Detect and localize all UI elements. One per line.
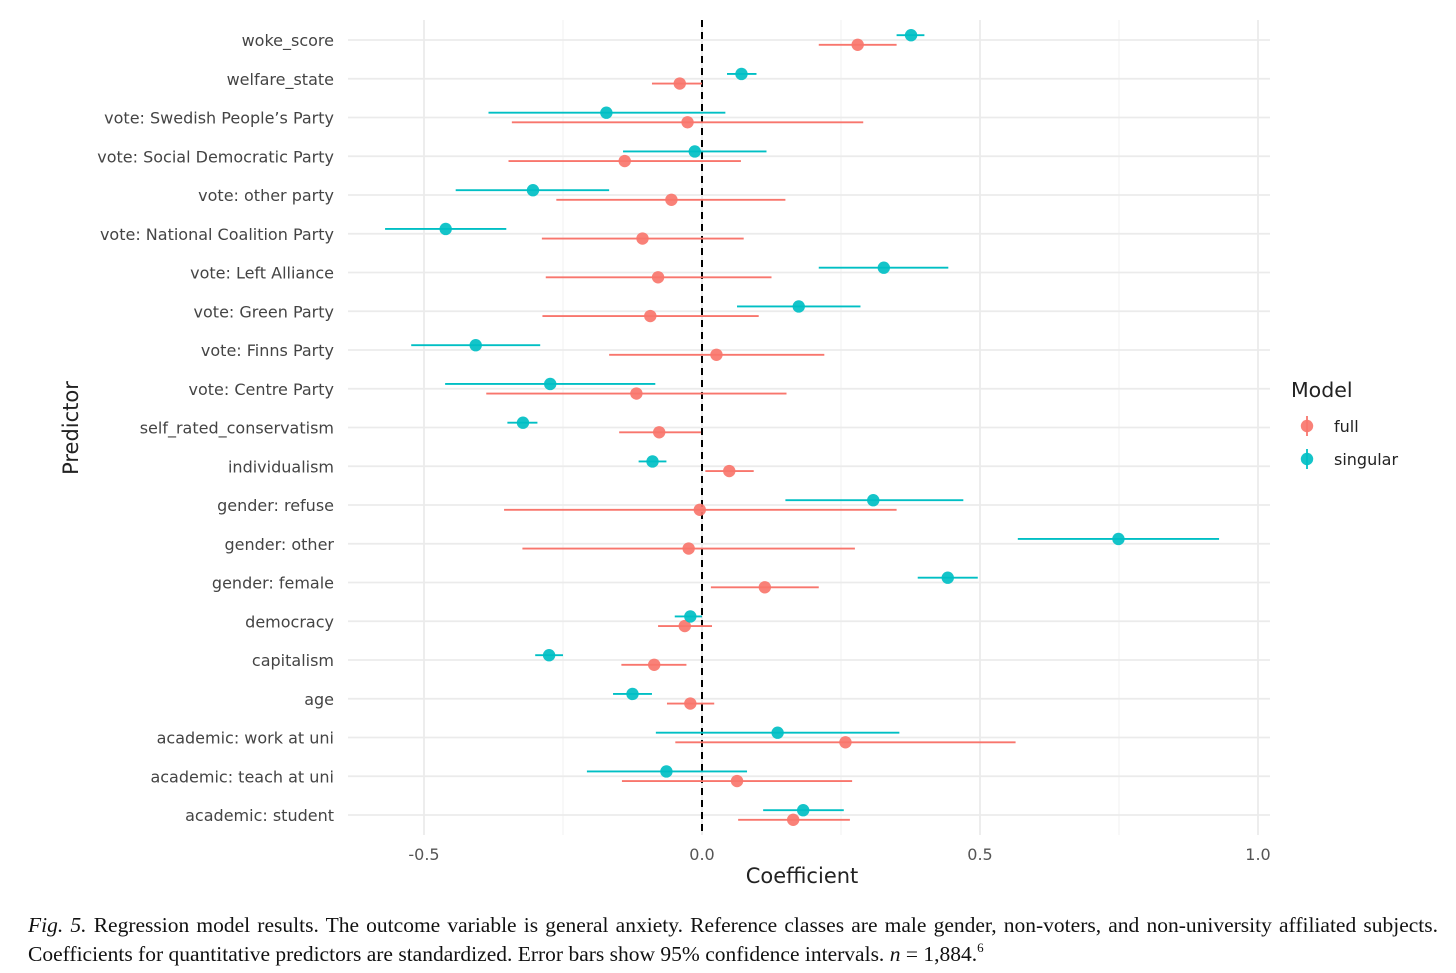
major-gridlines [348, 20, 1270, 835]
x-tick-label: 0.5 [967, 845, 992, 864]
point-singular [684, 610, 697, 623]
point-singular [516, 416, 530, 429]
point-singular [688, 145, 701, 158]
y-tick-label: vote: other party [198, 186, 334, 205]
point-full [693, 503, 706, 516]
point-full [665, 193, 678, 206]
point-singular [771, 726, 784, 739]
legend-keys: full singular [1300, 416, 1398, 469]
point-full [678, 619, 691, 633]
sample-size-value: = 1,884. [905, 942, 978, 966]
x-tick-label: -0.5 [408, 845, 439, 864]
y-tick-label: academic: student [185, 806, 334, 825]
legend-title: Model [1291, 378, 1353, 402]
point-singular [600, 106, 613, 119]
y-tick-label: self_rated_conservatism [140, 419, 334, 439]
point-full [682, 542, 695, 555]
y-tick-label: vote: Left Alliance [190, 264, 334, 283]
point-full [851, 38, 864, 51]
y-tick-label: democracy [245, 612, 334, 631]
point-full [839, 736, 852, 749]
point-full [786, 813, 800, 826]
y-axis-title: Predictor [59, 381, 83, 475]
point-full [673, 77, 686, 90]
y-tick-label: gender: other [224, 535, 334, 554]
point-full [644, 309, 657, 323]
y-tick-label: academic: work at uni [157, 729, 334, 748]
point-full [630, 387, 643, 400]
point-singular [626, 687, 639, 701]
y-tick-label: vote: Centre Party [189, 380, 335, 399]
x-tick-label: 0.0 [689, 845, 714, 864]
y-tick-label: vote: Green Party [194, 302, 334, 321]
x-tick-label: 1.0 [1245, 845, 1270, 864]
point-full [647, 658, 661, 671]
sample-size-symbol: n [889, 942, 901, 966]
point-singular [1112, 532, 1125, 546]
point-singular [526, 184, 540, 197]
point-full [636, 232, 649, 245]
y-tick-label: age [304, 690, 334, 709]
y-tick-label: individualism [228, 457, 334, 476]
point-full [681, 116, 694, 129]
y-tick-label: vote: Finns Party [201, 341, 334, 360]
point-singular [439, 222, 452, 236]
x-axis-title: Coefficient [746, 864, 859, 888]
coefficient-plot: woke_score welfare_state vote: Swedish Peo… [59, 20, 1398, 888]
point-full [684, 697, 697, 710]
figure-label: Fig. 5. [28, 913, 87, 937]
legend: Model full singular [1291, 378, 1398, 469]
y-tick-label: gender: refuse [217, 496, 334, 515]
point-full [758, 581, 772, 594]
point-singular [469, 339, 482, 352]
point-full [618, 154, 631, 168]
legend-key-point-full [1300, 419, 1314, 433]
y-tick-label: vote: Swedish People’s Party [104, 109, 334, 128]
y-tick-label: vote: Social Democratic Party [97, 147, 334, 166]
point-singular [941, 571, 954, 584]
x-axis-tick-labels: -0.5 0.0 0.5 1.0 [408, 845, 1270, 864]
y-tick-label: academic: teach at uni [150, 767, 334, 786]
point-singular [544, 377, 557, 391]
point-singular [877, 261, 891, 274]
point-singular [646, 455, 659, 468]
legend-label-singular: singular [1334, 450, 1398, 469]
footnote-marker: 6 [977, 940, 984, 955]
legend-key-point-singular [1300, 452, 1314, 466]
y-tick-label: woke_score [242, 31, 334, 51]
point-singular [904, 29, 918, 42]
caption-text: Regression model results. The outcome va… [28, 913, 1439, 966]
point-singular [792, 300, 805, 313]
point-full [651, 271, 665, 284]
point-full [652, 426, 666, 439]
y-axis-tick-labels: woke_score welfare_state vote: Swedish Peo… [97, 31, 334, 825]
y-tick-label: gender: female [212, 574, 334, 593]
y-tick-label: welfare_state [227, 70, 334, 90]
point-full [723, 464, 736, 478]
point-singular [796, 804, 810, 817]
figure-caption: Fig. 5. Regression model results. The ou… [28, 911, 1438, 969]
data-marks [385, 29, 1220, 826]
y-tick-label: vote: National Coalition Party [100, 225, 334, 244]
point-singular [867, 494, 880, 507]
y-tick-label: capitalism [252, 651, 334, 670]
point-singular [735, 67, 748, 81]
point-singular [660, 765, 673, 778]
point-full [710, 348, 723, 361]
point-full [730, 774, 744, 788]
legend-label-full: full [1334, 417, 1359, 436]
point-singular [542, 649, 556, 662]
